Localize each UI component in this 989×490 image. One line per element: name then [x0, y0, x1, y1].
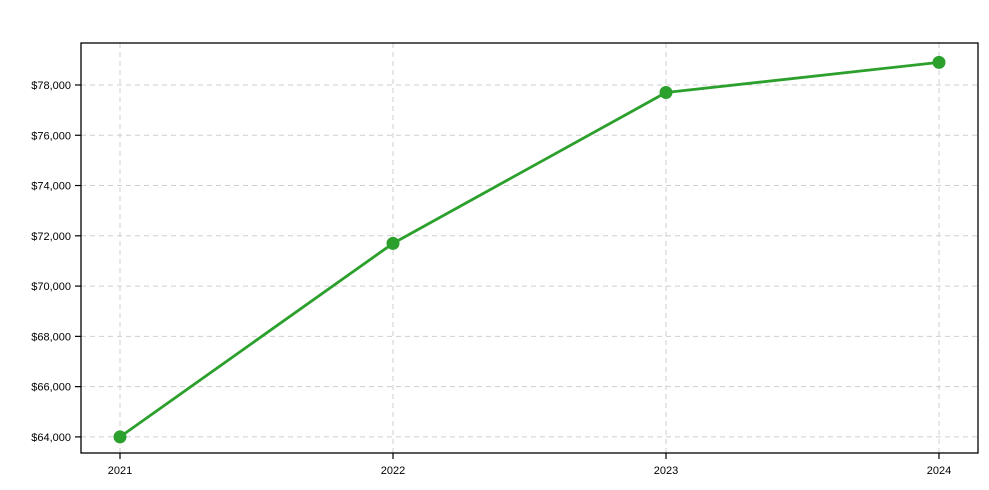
x-tick-label: 2024	[927, 465, 951, 477]
y-tick-label: $70,000	[31, 281, 71, 293]
y-tick-label: $66,000	[31, 382, 71, 394]
data-point-2023	[659, 86, 673, 100]
data-point-2024	[932, 55, 946, 69]
y-tick-label: $72,000	[31, 231, 71, 243]
y-tick-label: $76,000	[31, 130, 71, 142]
plot-border	[80, 42, 979, 454]
x-tick-label: 2022	[381, 465, 405, 477]
data-point-2021	[113, 430, 127, 444]
y-tick-label: $74,000	[31, 181, 71, 193]
data-point-2022	[386, 236, 400, 250]
y-tick-label: $78,000	[31, 80, 71, 92]
y-tick-label: $68,000	[31, 331, 71, 343]
x-tick-label: 2023	[654, 465, 678, 477]
y-tick-label: $64,000	[31, 432, 71, 444]
trend-line	[118, 60, 941, 439]
x-tick-label: 2021	[108, 465, 132, 477]
